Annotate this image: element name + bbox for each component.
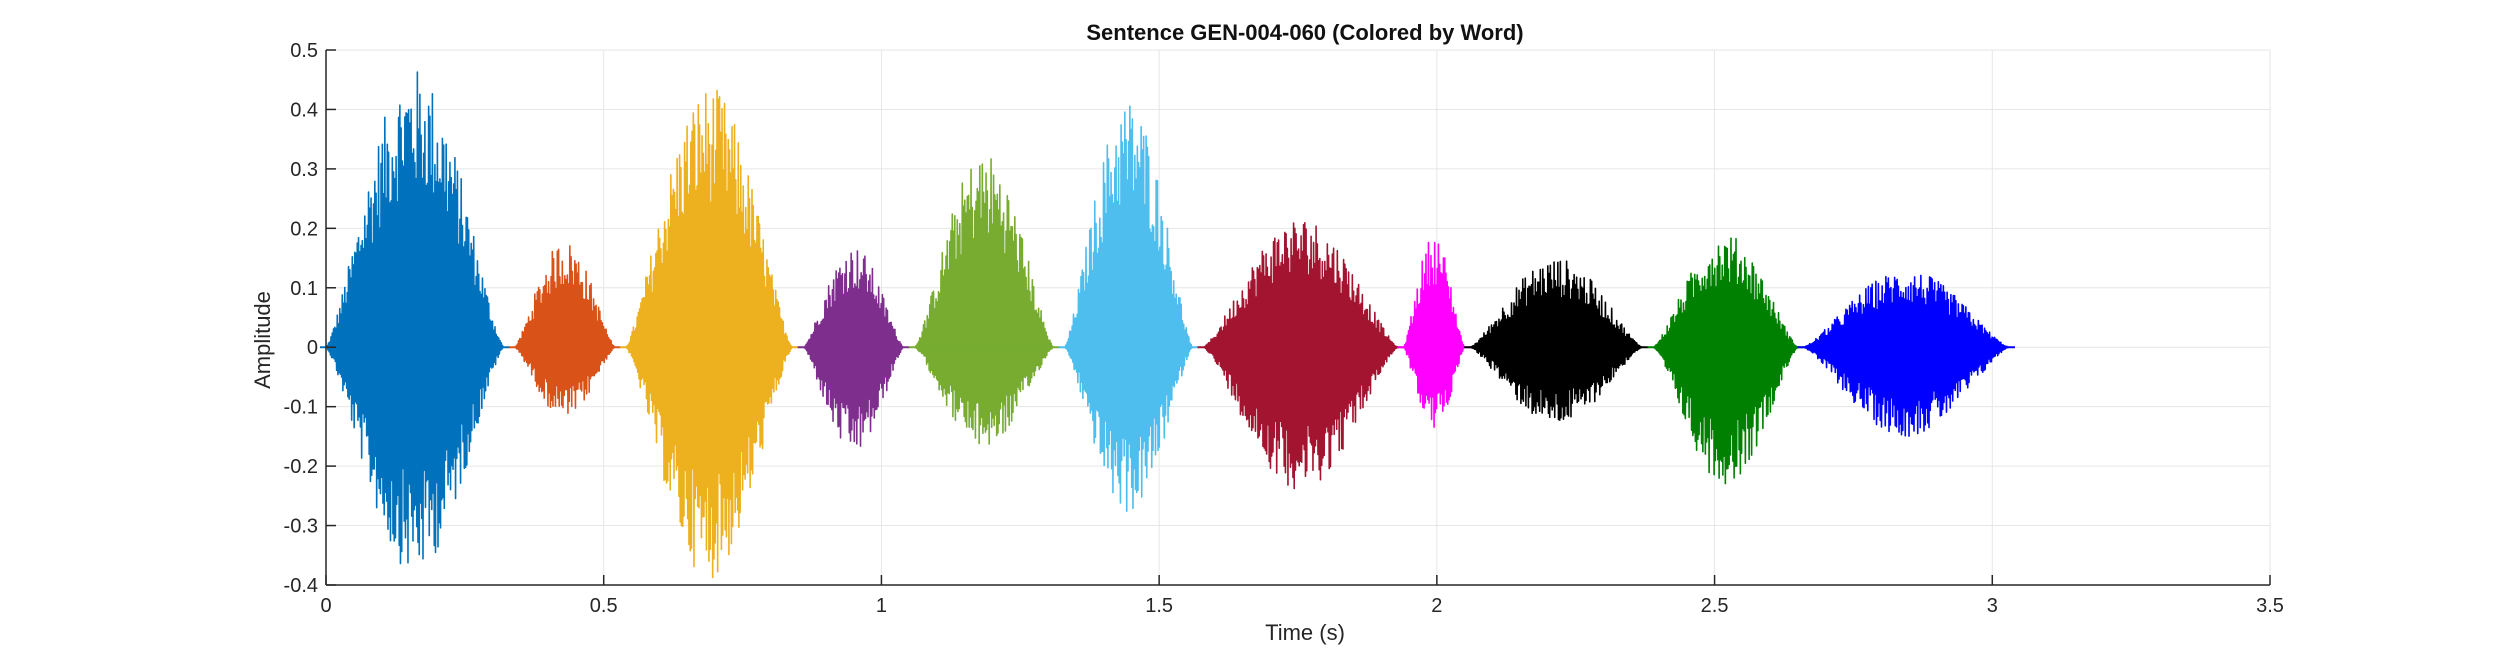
word-segment-9 [1470,260,1643,421]
word-segment-6 [1064,105,1194,512]
tick-labels: 0 0.5 1 1.5 2 2.5 3 3.5 -0.4 -0.3 -0.2 -0.1 0 0.1 0.2 0… [284,40,2284,617]
word-segment-11 [1803,274,2010,437]
x-tick-label: 1.5 [1145,595,1173,617]
axes [325,49,2271,586]
word-segment-5 [914,158,1054,445]
y-tick-label: 0.2 [290,218,318,240]
x-tick-label: 0.5 [590,595,618,617]
x-tick-label: 3 [1987,595,1998,617]
y-tick-label: -0.2 [284,456,318,478]
y-axis-label: Amplitude [250,291,275,389]
word-segment-8 [1402,241,1466,428]
x-tick-label: 0 [320,595,331,617]
waveform-series [320,71,2015,579]
chart-title: Sentence GEN-004-060 (Colored by Word) [1086,20,1523,45]
x-axis-label: Time (s) [1265,620,1345,645]
word-segment-10 [1653,237,1799,485]
y-tick-label: -0.1 [284,397,318,419]
y-tick-label: 0.3 [290,159,318,181]
x-tick-label: 2.5 [1701,595,1729,617]
x-tick-label: 1 [876,595,887,617]
y-tick-label: -0.4 [284,575,318,597]
x-tick-label: 3.5 [2256,595,2284,617]
y-tick-label: 0 [307,337,318,359]
word-segment-1 [325,71,505,565]
y-tick-label: 0.1 [290,278,318,300]
x-tick-label: 2 [1431,595,1442,617]
y-tick-label: 0.5 [290,40,318,62]
word-segment-3 [625,89,794,579]
word-segment-2 [514,245,616,414]
word-segment-7 [1203,221,1399,490]
y-tick-label: 0.4 [290,99,318,121]
word-segment-4 [803,250,905,447]
y-tick-label: -0.3 [284,516,318,538]
